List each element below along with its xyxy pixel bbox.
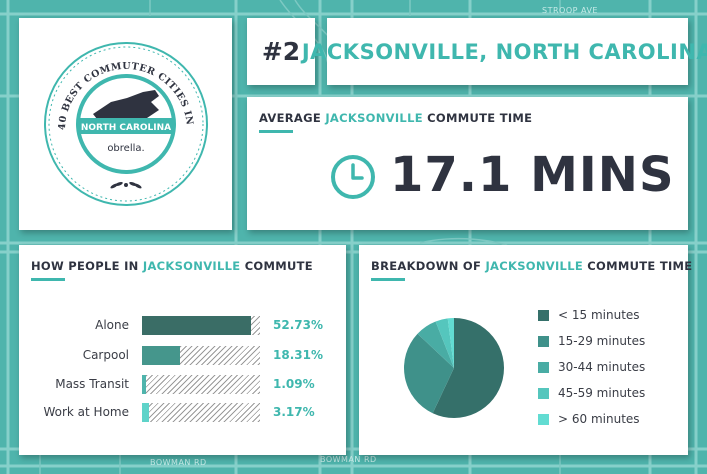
- mode-percentage: 1.09%: [273, 377, 315, 391]
- pie-slice: [435, 318, 454, 368]
- pie-slice: [432, 318, 504, 418]
- commute-time-pie-chart: [404, 318, 504, 418]
- clock-icon: [331, 155, 375, 199]
- rank-card: #2: [247, 18, 315, 85]
- mode-bar-fill: [142, 403, 149, 422]
- mode-label: Mass Transit: [55, 377, 129, 391]
- legend-label: < 15 minutes: [558, 308, 640, 322]
- legend-label: 45-59 minutes: [558, 386, 646, 400]
- legend-swatch: [538, 388, 549, 399]
- commute-mode-heading: HOW PEOPLE IN JACKSONVILLE COMMUTE: [31, 259, 313, 273]
- mode-label: Alone: [95, 318, 129, 332]
- legend-swatch: [538, 310, 549, 321]
- mode-bar-fill: [142, 346, 180, 365]
- average-commute-value: 17.1 MINS: [390, 147, 675, 203]
- rank-number: #2: [261, 37, 301, 66]
- legend-label: 15-29 minutes: [558, 334, 646, 348]
- average-commute-heading: AVERAGE JACKSONVILLE COMMUTE TIME: [259, 111, 533, 125]
- mode-percentage: 3.17%: [273, 405, 315, 419]
- mode-percentage: 52.73%: [273, 318, 323, 332]
- city-title-card: JACKSONVILLE, NORTH CAROLINA: [302, 18, 707, 85]
- pie-slice: [447, 318, 454, 368]
- average-heading-underline: [259, 130, 293, 133]
- north-carolina-map-icon: [93, 90, 159, 124]
- mode-bar-track: [142, 346, 260, 365]
- city-title: JACKSONVILLE, NORTH CAROLINA: [301, 39, 707, 64]
- legend-label: 30-44 minutes: [558, 360, 646, 374]
- legend-swatch: [538, 414, 549, 425]
- badge-state-text: NORTH CAROLINA: [81, 123, 171, 133]
- average-commute-card: AVERAGE JACKSONVILLE COMMUTE TIME 17.1 M…: [247, 97, 688, 230]
- street-label-bowman-east: BOWMAN RD: [320, 455, 377, 464]
- mode-percentage: 18.31%: [273, 348, 323, 362]
- street-label-stroop: STROOP AVE: [542, 6, 598, 15]
- legend-label: > 60 minutes: [558, 412, 640, 426]
- mode-label: Carpool: [82, 348, 129, 362]
- mode-bar-fill: [142, 316, 251, 335]
- commute-mode-underline: [31, 278, 65, 281]
- award-badge: NORTH CAROLINA obrella. 40 BEST COMMUTER…: [19, 18, 208, 206]
- legend-swatch: [538, 362, 549, 373]
- pie-slice: [417, 321, 454, 368]
- mode-bar-track: [142, 403, 260, 422]
- laurel-icon: [110, 181, 142, 189]
- mode-bar-track: [142, 316, 260, 335]
- breakdown-card: BREAKDOWN OF JACKSONVILLE COMMUTE TIME <…: [359, 245, 692, 455]
- mode-bar-fill: [142, 375, 146, 394]
- mode-bar-track: [142, 375, 260, 394]
- pie-slice: [404, 333, 454, 414]
- badge-brand-text: obrella.: [107, 143, 144, 154]
- street-label-bowman-west: BOWMAN RD: [150, 458, 207, 467]
- badge-card: NORTH CAROLINA obrella. 40 BEST COMMUTER…: [19, 18, 232, 230]
- legend-swatch: [538, 336, 549, 347]
- breakdown-underline: [371, 278, 405, 281]
- mode-label: Work at Home: [43, 405, 129, 419]
- commute-mode-card: HOW PEOPLE IN JACKSONVILLE COMMUTE Alone…: [19, 245, 346, 455]
- breakdown-heading: BREAKDOWN OF JACKSONVILLE COMMUTE TIME: [371, 259, 693, 273]
